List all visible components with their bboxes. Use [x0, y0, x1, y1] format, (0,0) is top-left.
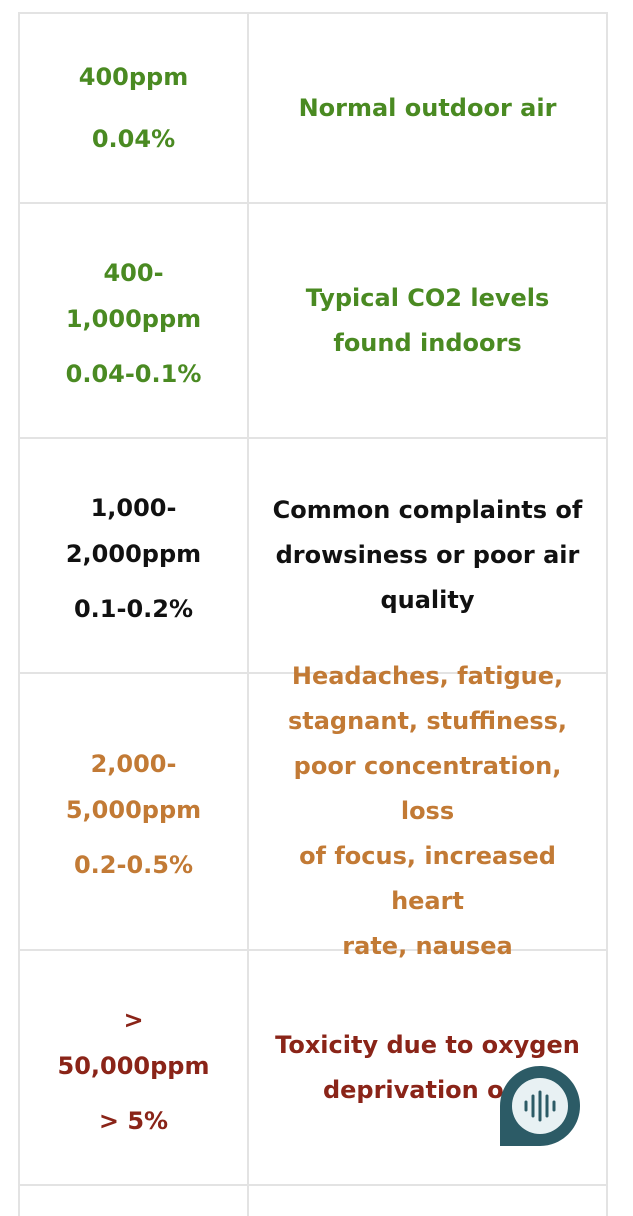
effect-cell: Headaches, fatigue, stagnant, stuffiness… [249, 662, 606, 960]
table-row: 400ppm 0.04% Normal outdoor air [20, 14, 606, 204]
sound-wave-icon [500, 1066, 580, 1146]
percent-value: 0.04-0.1% [65, 359, 202, 388]
percent-value: > 5% [98, 1106, 169, 1135]
chat-widget-button[interactable] [498, 1064, 582, 1148]
table-row: 400- 1,000ppm 0.04-0.1% Typical CO2 leve… [20, 204, 606, 439]
ppm-value: 400ppm [78, 63, 189, 91]
concentration-cell: 2,000- 5,000ppm 0.2-0.5% [20, 674, 249, 949]
table-row: 2,000- 5,000ppm 0.2-0.5% Headaches, fati… [20, 662, 606, 960]
concentration-cell: 1,000- 2,000ppm 0.1-0.2% [20, 439, 249, 672]
ppm-value: 1,000- 2,000ppm [65, 493, 202, 568]
effect-description: Headaches, fatigue, stagnant, stuffiness… [287, 662, 568, 960]
percent-value: 0.2-0.5% [73, 850, 194, 879]
effect-description: Typical CO2 levels found indoors [305, 283, 550, 357]
ppm-value: 2,000- 5,000ppm [65, 749, 202, 824]
co2-levels-table: 400ppm 0.04% Normal outdoor air 400- 1,0… [18, 12, 608, 1216]
ppm-value: 400- 1,000ppm [65, 258, 202, 333]
percent-value: 0.1-0.2% [73, 594, 194, 623]
concentration-cell: > 50,000ppm > 5% [20, 951, 249, 1184]
table-row [20, 1186, 606, 1216]
effect-cell [249, 1186, 606, 1216]
percent-value: 0.04% [91, 125, 176, 153]
concentration-cell: 400ppm 0.04% [20, 14, 249, 202]
effect-cell: Normal outdoor air [249, 14, 606, 202]
effect-description: Normal outdoor air [298, 93, 557, 122]
table-row: 1,000- 2,000ppm 0.1-0.2% Common complain… [20, 439, 606, 674]
concentration-cell: 400- 1,000ppm 0.04-0.1% [20, 204, 249, 437]
concentration-cell [20, 1186, 249, 1216]
effect-description: Common complaints of drowsiness or poor … [272, 496, 583, 614]
ppm-value: > 50,000ppm [57, 1005, 210, 1080]
effect-cell: Typical CO2 levels found indoors [249, 204, 606, 437]
effect-cell: Common complaints of drowsiness or poor … [249, 439, 606, 672]
